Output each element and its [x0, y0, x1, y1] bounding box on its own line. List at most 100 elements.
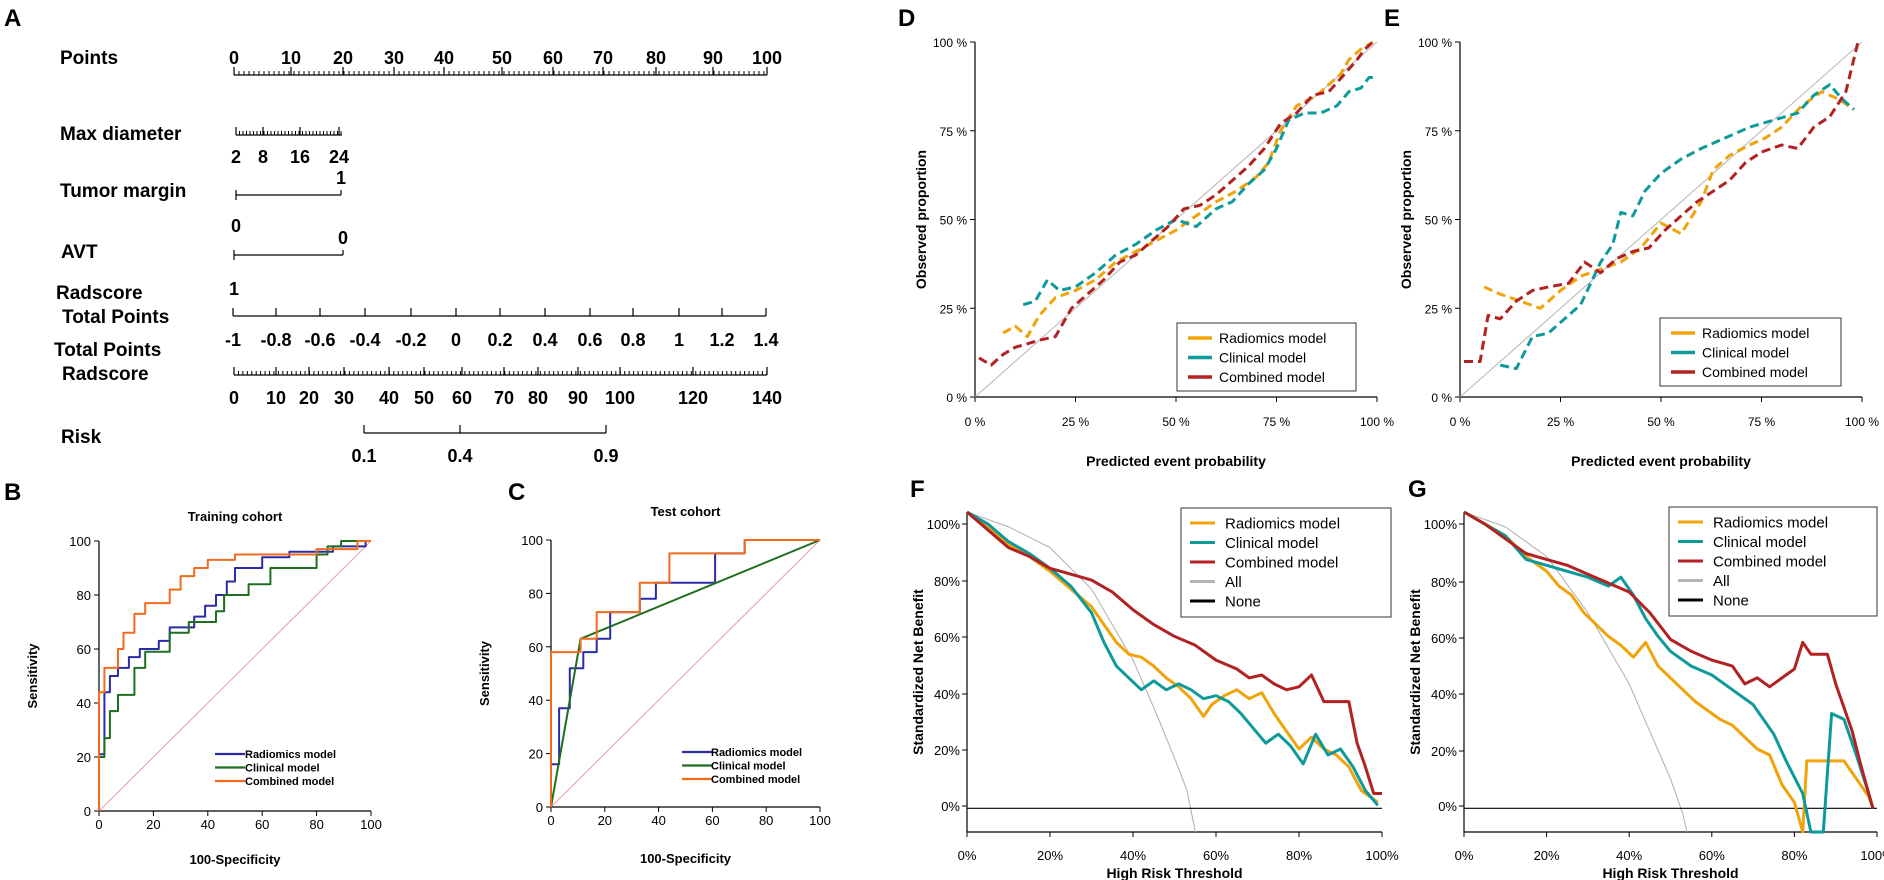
panel-e-x-tick-label: 75 %: [1748, 415, 1776, 429]
panel-label-c: C: [508, 479, 525, 506]
panel-c-legend-label-radiomics-model: Radiomics model: [711, 747, 802, 759]
panel-c-title: Test cohort: [651, 504, 721, 519]
panel-b-y-tick-label: 80: [77, 588, 91, 603]
panel-f-legend-box: [1180, 507, 1392, 618]
nomogram-ticklabel-total-points: 80: [528, 388, 548, 408]
panel-c-x-axis-label: 100-Specificity: [640, 851, 732, 866]
panel-c-x-tick-label: 0: [547, 813, 554, 828]
panel-b-x-tick-label: 40: [201, 817, 215, 832]
nomogram-ticklabel-total-points: 140: [752, 388, 782, 408]
panel-e-series-reference: [1459, 41, 1863, 398]
nomogram-ticklabel-points: 10: [281, 48, 301, 68]
panel-f-series-all: [966, 511, 1196, 833]
panel-f-x-tick-label: 20%: [1037, 848, 1063, 863]
panel-b-x-tick-label: 60: [255, 817, 269, 832]
roc-test-panel: 0 20 40 60 80 100 0 20 40 60 80 100 100-Specificity S…: [477, 504, 831, 866]
panel-d-y-tick-label: 50 %: [940, 214, 968, 228]
decision-curve-training-panel: 0% 20% 40% 60% 80% 100% 0% 20% 40% 60% 80% 100% High…: [910, 507, 1399, 880]
panel-b-x-axis-label: 100-Specificity: [189, 852, 281, 867]
panel-e-y-tick-label: 0 %: [1431, 391, 1452, 405]
panel-g-y-tick-label: 40%: [1431, 687, 1457, 702]
panel-c-x-tick-label: 20: [598, 813, 612, 828]
nomogram-ticklabel-total-points: 70: [494, 388, 514, 408]
panel-b-y-tick-label: 100: [69, 534, 91, 549]
panel-f-x-tick-label: 80%: [1286, 848, 1312, 863]
panel-d-y-tick-label: 0 %: [946, 391, 967, 405]
nomogram-ticklabel-total-points: 120: [678, 388, 708, 408]
nomogram-ticklabel-radscore: 0.2: [487, 330, 512, 350]
panel-e-x-tick-label: 0 %: [1450, 415, 1471, 429]
calibration-test-panel: 0 % 25 % 50 % 75 % 100 % 0 % 25 % 50 % 75 % 100 %…: [1398, 36, 1879, 469]
nomogram-ticklabel-avt: 0: [338, 228, 348, 248]
panel-e-y-tick-label: 50 %: [1425, 214, 1453, 228]
panel-f-y-tick-label: 80%: [934, 574, 960, 589]
nomogram-ticklabel-max-diameter: 24: [329, 147, 349, 167]
panel-g-legend-label-none: None: [1713, 592, 1749, 609]
panel-d-legend: Radiomics model Clinical model Combined mo…: [1176, 322, 1357, 392]
panel-g-y-tick-label: 0%: [1438, 799, 1457, 814]
panel-b-x-tick-label: 80: [309, 817, 323, 832]
panel-d-x-tick-label: 25 %: [1062, 415, 1090, 429]
panel-d-y-tick-label: 100 %: [933, 36, 967, 50]
panel-c-legend-label-combined-model: Combined model: [711, 774, 800, 786]
nomogram-ticklabel-total-points: 50: [414, 388, 434, 408]
panel-c-y-tick-label: 0: [536, 800, 543, 815]
panel-f-series-clinical-model: [966, 510, 1379, 807]
roc-training-panel: 0 20 40 60 80 100 0 20 40 60 80 100 100-Specificity S…: [25, 509, 382, 867]
panel-b-series-combined-model: [98, 540, 371, 811]
panel-e-x-tick-label: 50 %: [1647, 415, 1675, 429]
nomogram-ticklabel-total-points: 0: [229, 388, 239, 408]
panel-g-y-tick-label: 20%: [1431, 744, 1457, 759]
panel-c-y-axis-label: Sensitivity: [477, 640, 492, 706]
panel-e-x-tick-label: 100 %: [1845, 415, 1879, 429]
panel-d-x-tick-label: 50 %: [1162, 415, 1190, 429]
nomogram-label-max-diameter: Max diameter: [60, 124, 182, 145]
panel-g-x-axis-label: High Risk Threshold: [1602, 865, 1738, 880]
panel-g-y-axis-label: Standardized Net Benefit: [1407, 589, 1423, 755]
panel-g-y-tick-label: 100%: [1424, 517, 1458, 532]
nomogram-ticklabel-radscore: 0.8: [620, 330, 645, 350]
nomogram-ticklabel-radscore: -0.2: [395, 330, 426, 350]
panel-e-series-clinical-model: [1499, 83, 1855, 371]
panel-b-y-tick-label: 0: [84, 804, 91, 819]
nomogram-ticklabel-avt: 1: [229, 279, 239, 299]
panel-g-x-tick-label: 40%: [1616, 848, 1642, 863]
panel-f-legend-label-combined-model: Combined model: [1225, 554, 1338, 571]
nomogram-ticklabel-total-points: 90: [568, 388, 588, 408]
panel-f-x-tick-label: 60%: [1203, 848, 1229, 863]
panel-f-legend: Radiomics model Clinical model Combined mo…: [1180, 507, 1392, 618]
nomogram-sublabel-total-points: Radscore: [62, 364, 149, 385]
panel-d-legend-label-radiomics-model: Radiomics model: [1219, 330, 1326, 346]
nomogram-ticklabel-risk: 0.4: [447, 446, 472, 466]
panel-d-legend-label-combined-model: Combined model: [1219, 369, 1325, 385]
panel-d-x-tick-label: 0 %: [965, 415, 986, 429]
panel-g-x-tick-label: 20%: [1534, 848, 1560, 863]
panel-g-legend-label-all: All: [1713, 573, 1730, 590]
panel-f-y-tick-label: 20%: [934, 743, 960, 758]
nomogram-ticklabel-total-points: 60: [452, 388, 472, 408]
panel-label-b: B: [4, 479, 21, 506]
panel-g-series-clinical-model: [1463, 510, 1875, 834]
nomogram-label-tumor-margin: Tumor margin: [60, 181, 186, 202]
panel-e-y-tick-label: 25 %: [1425, 302, 1453, 316]
panel-b-legend-label-radiomics-model: Radiomics model: [245, 749, 336, 761]
panel-c-x-tick-label: 100: [809, 813, 831, 828]
panel-b-legend-label-combined-model: Combined model: [245, 776, 334, 788]
panel-c-legend-label-clinical-model: Clinical model: [711, 760, 786, 772]
panel-g-legend-label-clinical-model: Clinical model: [1713, 534, 1806, 551]
panel-e-x-axis-label: Predicted event probability: [1571, 453, 1751, 469]
panel-f-x-axis-label: High Risk Threshold: [1106, 865, 1242, 880]
panel-e-y-axis-label: Observed proportion: [1398, 150, 1414, 289]
panel-g-x-tick-label: 100%: [1860, 848, 1884, 863]
panel-f-x-tick-label: 40%: [1120, 848, 1146, 863]
nomogram-ticklabel-points: 20: [333, 48, 353, 68]
panel-b-y-tick-label: 40: [77, 696, 91, 711]
nomogram-ticklabel-radscore: 1.4: [753, 330, 778, 350]
nomogram-ticklabel-points: 70: [593, 48, 613, 68]
panel-g-x-tick-label: 80%: [1781, 848, 1807, 863]
panel-f-legend-label-radiomics-model: Radiomics model: [1225, 515, 1340, 532]
nomogram-ticklabel-tumor-margin: 1: [336, 168, 346, 188]
panel-c-series-combined-model: [550, 539, 820, 807]
panel-c-x-tick-label: 60: [705, 813, 719, 828]
